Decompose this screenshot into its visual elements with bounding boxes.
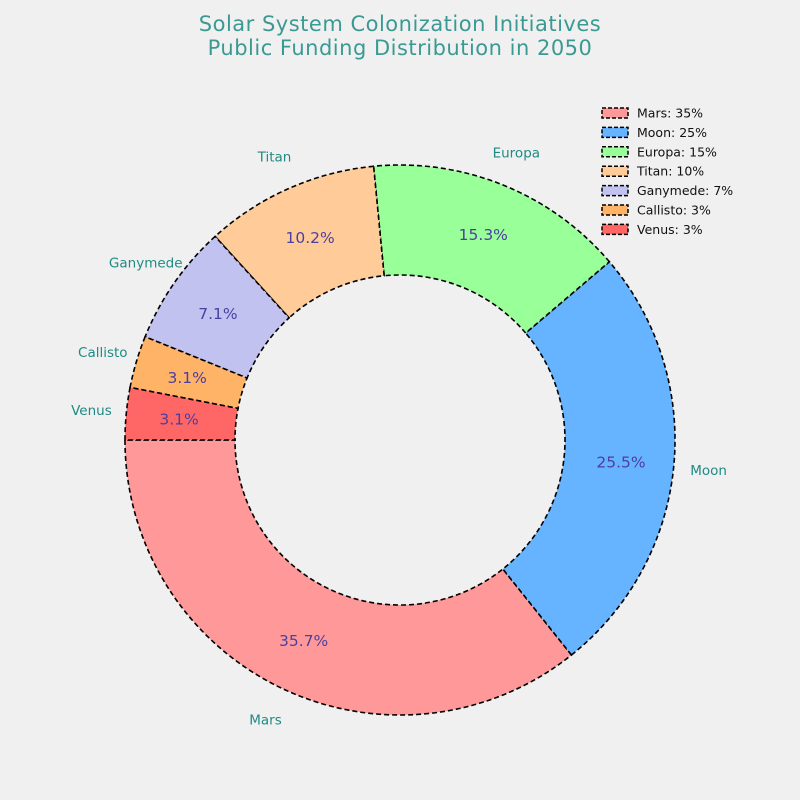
wedge-venus: [124, 386, 239, 441]
legend-label-moon: Moon: 25%: [637, 125, 707, 140]
legend-swatch-titan: [601, 165, 629, 177]
legend-label-callisto: Callisto: 3%: [637, 203, 711, 218]
legend: Mars: 35% Moon: 25% Europa: 15% Titan: 10% G…: [601, 106, 733, 237]
category-label-europa: Europa: [493, 146, 540, 162]
legend-swatch-callisto: [601, 204, 629, 216]
chart-title-line-2: Public Funding Distribution in 2050: [208, 36, 593, 60]
category-label-moon: Moon: [690, 463, 727, 479]
chart-title-line-1: Solar System Colonization Initiatives: [199, 12, 601, 36]
percent-label-moon: 25.5%: [596, 453, 645, 471]
legend-label-venus: Venus: 3%: [637, 222, 703, 237]
legend-swatch-mars: [601, 107, 629, 119]
wedge-group: [124, 164, 676, 716]
legend-label-titan: Titan: 10%: [636, 164, 704, 179]
percent-label-venus: 3.1%: [159, 411, 198, 429]
percent-label-titan: 10.2%: [286, 229, 335, 247]
legend-label-ganymede: Ganymede: 7%: [637, 183, 733, 198]
legend-swatch-europa: [601, 146, 629, 158]
category-label-titan: Titan: [257, 150, 292, 166]
legend-label-europa: Europa: 15%: [637, 144, 717, 159]
legend-swatch-ganymede: [601, 184, 629, 197]
wedge-mars: [124, 439, 573, 716]
category-label-callisto: Callisto: [78, 345, 128, 361]
percent-label-group: 35.7% 25.5% 15.3% 10.2% 7.1% 3.1% 3.1%: [159, 226, 645, 650]
legend-label-mars: Mars: 35%: [637, 106, 703, 121]
category-label-venus: Venus: [71, 403, 112, 419]
category-label-group: Mars Moon Europa Titan Ganymede Callisto Venus: [71, 146, 727, 729]
category-label-ganymede: Ganymede: [109, 256, 183, 272]
legend-swatch-moon: [601, 126, 629, 139]
percent-label-europa: 15.3%: [459, 226, 508, 244]
percent-label-ganymede: 7.1%: [198, 305, 237, 323]
percent-label-callisto: 3.1%: [167, 369, 206, 387]
legend-swatch-venus: [601, 223, 629, 236]
wedge-moon: [501, 260, 676, 657]
wedge-europa: [372, 164, 611, 335]
category-label-mars: Mars: [249, 712, 282, 728]
percent-label-mars: 35.7%: [279, 632, 328, 650]
